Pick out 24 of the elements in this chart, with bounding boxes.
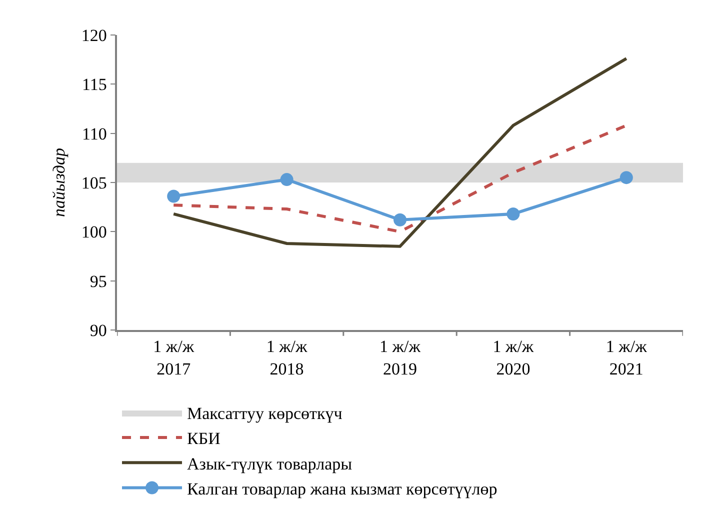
x-tick-label: 1 ж/ж 2018	[266, 337, 308, 378]
legend-label: КБИ	[187, 429, 220, 448]
point	[280, 173, 294, 186]
x-tick-label: 1 ж/ж 2019	[380, 337, 421, 378]
point	[506, 207, 520, 220]
y-tick-label: 105	[81, 173, 107, 192]
y-tick-label: 90	[90, 320, 107, 340]
x-tick-label: 1 ж/ж 2017	[153, 337, 194, 378]
y-tick-label: 115	[82, 75, 107, 94]
y-tick-label: 95	[90, 272, 107, 291]
y-tick-label: 120	[81, 26, 107, 45]
y-tick-label: 100	[81, 222, 107, 242]
legend-label: Калган товарлар жана кызмат көрсөтүүлөр	[187, 479, 498, 498]
x-tick-label: 1 ж/ж 2021	[606, 337, 648, 378]
point	[394, 213, 406, 226]
point	[167, 190, 180, 203]
y-axis-title: пайыздар	[49, 148, 68, 218]
x-tick-label: 1 ж/ж 2020	[492, 337, 534, 378]
legend-label: Азык-түлүк товарлары	[187, 454, 353, 474]
line-series	[172, 124, 628, 234]
y-tick-label: 110	[82, 124, 107, 144]
legend-label: Максаттуу көрсөткүч	[187, 404, 343, 424]
point	[620, 171, 633, 184]
line-series	[172, 57, 628, 248]
